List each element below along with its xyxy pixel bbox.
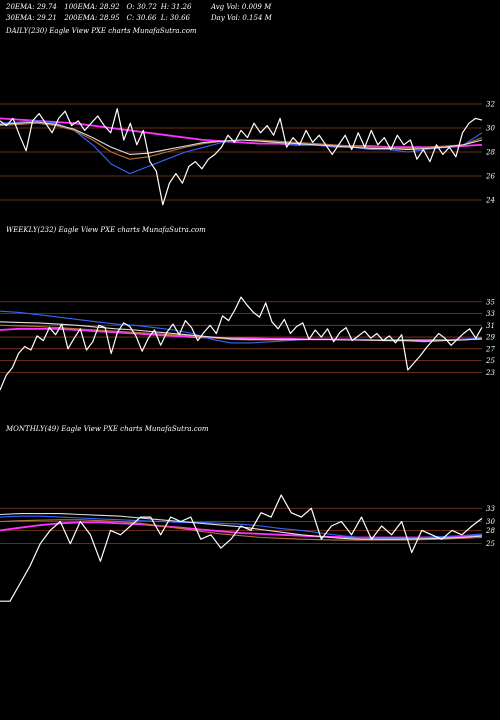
weekly-ytick-label: 33 (486, 310, 495, 318)
daily-ytick-label: 30 (486, 125, 495, 133)
monthly-ytick-label: 33 (486, 505, 495, 513)
header-20ema: 20EMA: 29.74 (6, 3, 57, 11)
monthly-panel-label: MONTHLY(49) Eagle View PXE charts Munafa… (6, 425, 209, 433)
weekly-ema-white-line (0, 321, 483, 342)
header-low: L: 30.66 (160, 14, 190, 22)
monthly-ytick-label: 25 (485, 540, 495, 548)
weekly-panel-label: WEEKLY(232) Eagle View PXE charts Munafa… (6, 226, 206, 234)
daily-ytick-label: 26 (485, 173, 495, 181)
daily-ema-white-line (0, 121, 483, 155)
weekly-price-line (0, 296, 483, 391)
weekly-ytick-label: 31 (486, 322, 495, 330)
daily-ytick-label: 32 (486, 101, 495, 109)
weekly-ema-pink-line (0, 327, 483, 341)
header-row-2: 30EMA: 29.21 200EMA: 28.95 C: 30.66 L: 3… (6, 14, 272, 22)
weekly-ytick-label: 23 (485, 369, 495, 377)
header-avg-vol: Avg Vol: 0.009 M (210, 3, 272, 11)
header-row-1: 20EMA: 29.74 100EMA: 28.92 O: 30.72 H: 3… (6, 3, 271, 11)
weekly-chart: 35 33 31 29 27 25 23 (0, 296, 495, 391)
header-30ema: 30EMA: 29.21 (6, 14, 57, 22)
monthly-price-line (0, 494, 483, 602)
daily-ytick-label: 28 (485, 149, 495, 157)
weekly-ytick-label: 35 (486, 298, 495, 306)
header-day-vol: Day Vol: 0.154 M (210, 14, 272, 22)
daily-ema-pink-line (0, 117, 483, 149)
weekly-ytick-label: 27 (485, 345, 495, 353)
daily-ytick-label: 24 (485, 197, 495, 205)
daily-panel-label: DAILY(230) Eagle View PXE charts MunafaS… (6, 27, 197, 35)
header-200ema: 200EMA: 28.95 (64, 14, 120, 22)
daily-price-line (0, 108, 483, 206)
monthly-ema-brown-line (0, 519, 483, 541)
daily-chart: 32 30 28 26 24 (0, 101, 495, 206)
monthly-ema-blue-line (0, 515, 483, 539)
header-100ema: 100EMA: 28.92 (64, 3, 120, 11)
header-close: C: 30.66 (126, 14, 157, 22)
weekly-ytick-label: 25 (485, 357, 495, 365)
weekly-ytick-label: 29 (485, 334, 495, 342)
monthly-ytick-label: 30 (486, 518, 495, 526)
header-high: H: 31.26 (160, 3, 192, 11)
header-open: O: 30.72 (126, 3, 157, 11)
monthly-ytick-label: 28 (485, 527, 495, 535)
